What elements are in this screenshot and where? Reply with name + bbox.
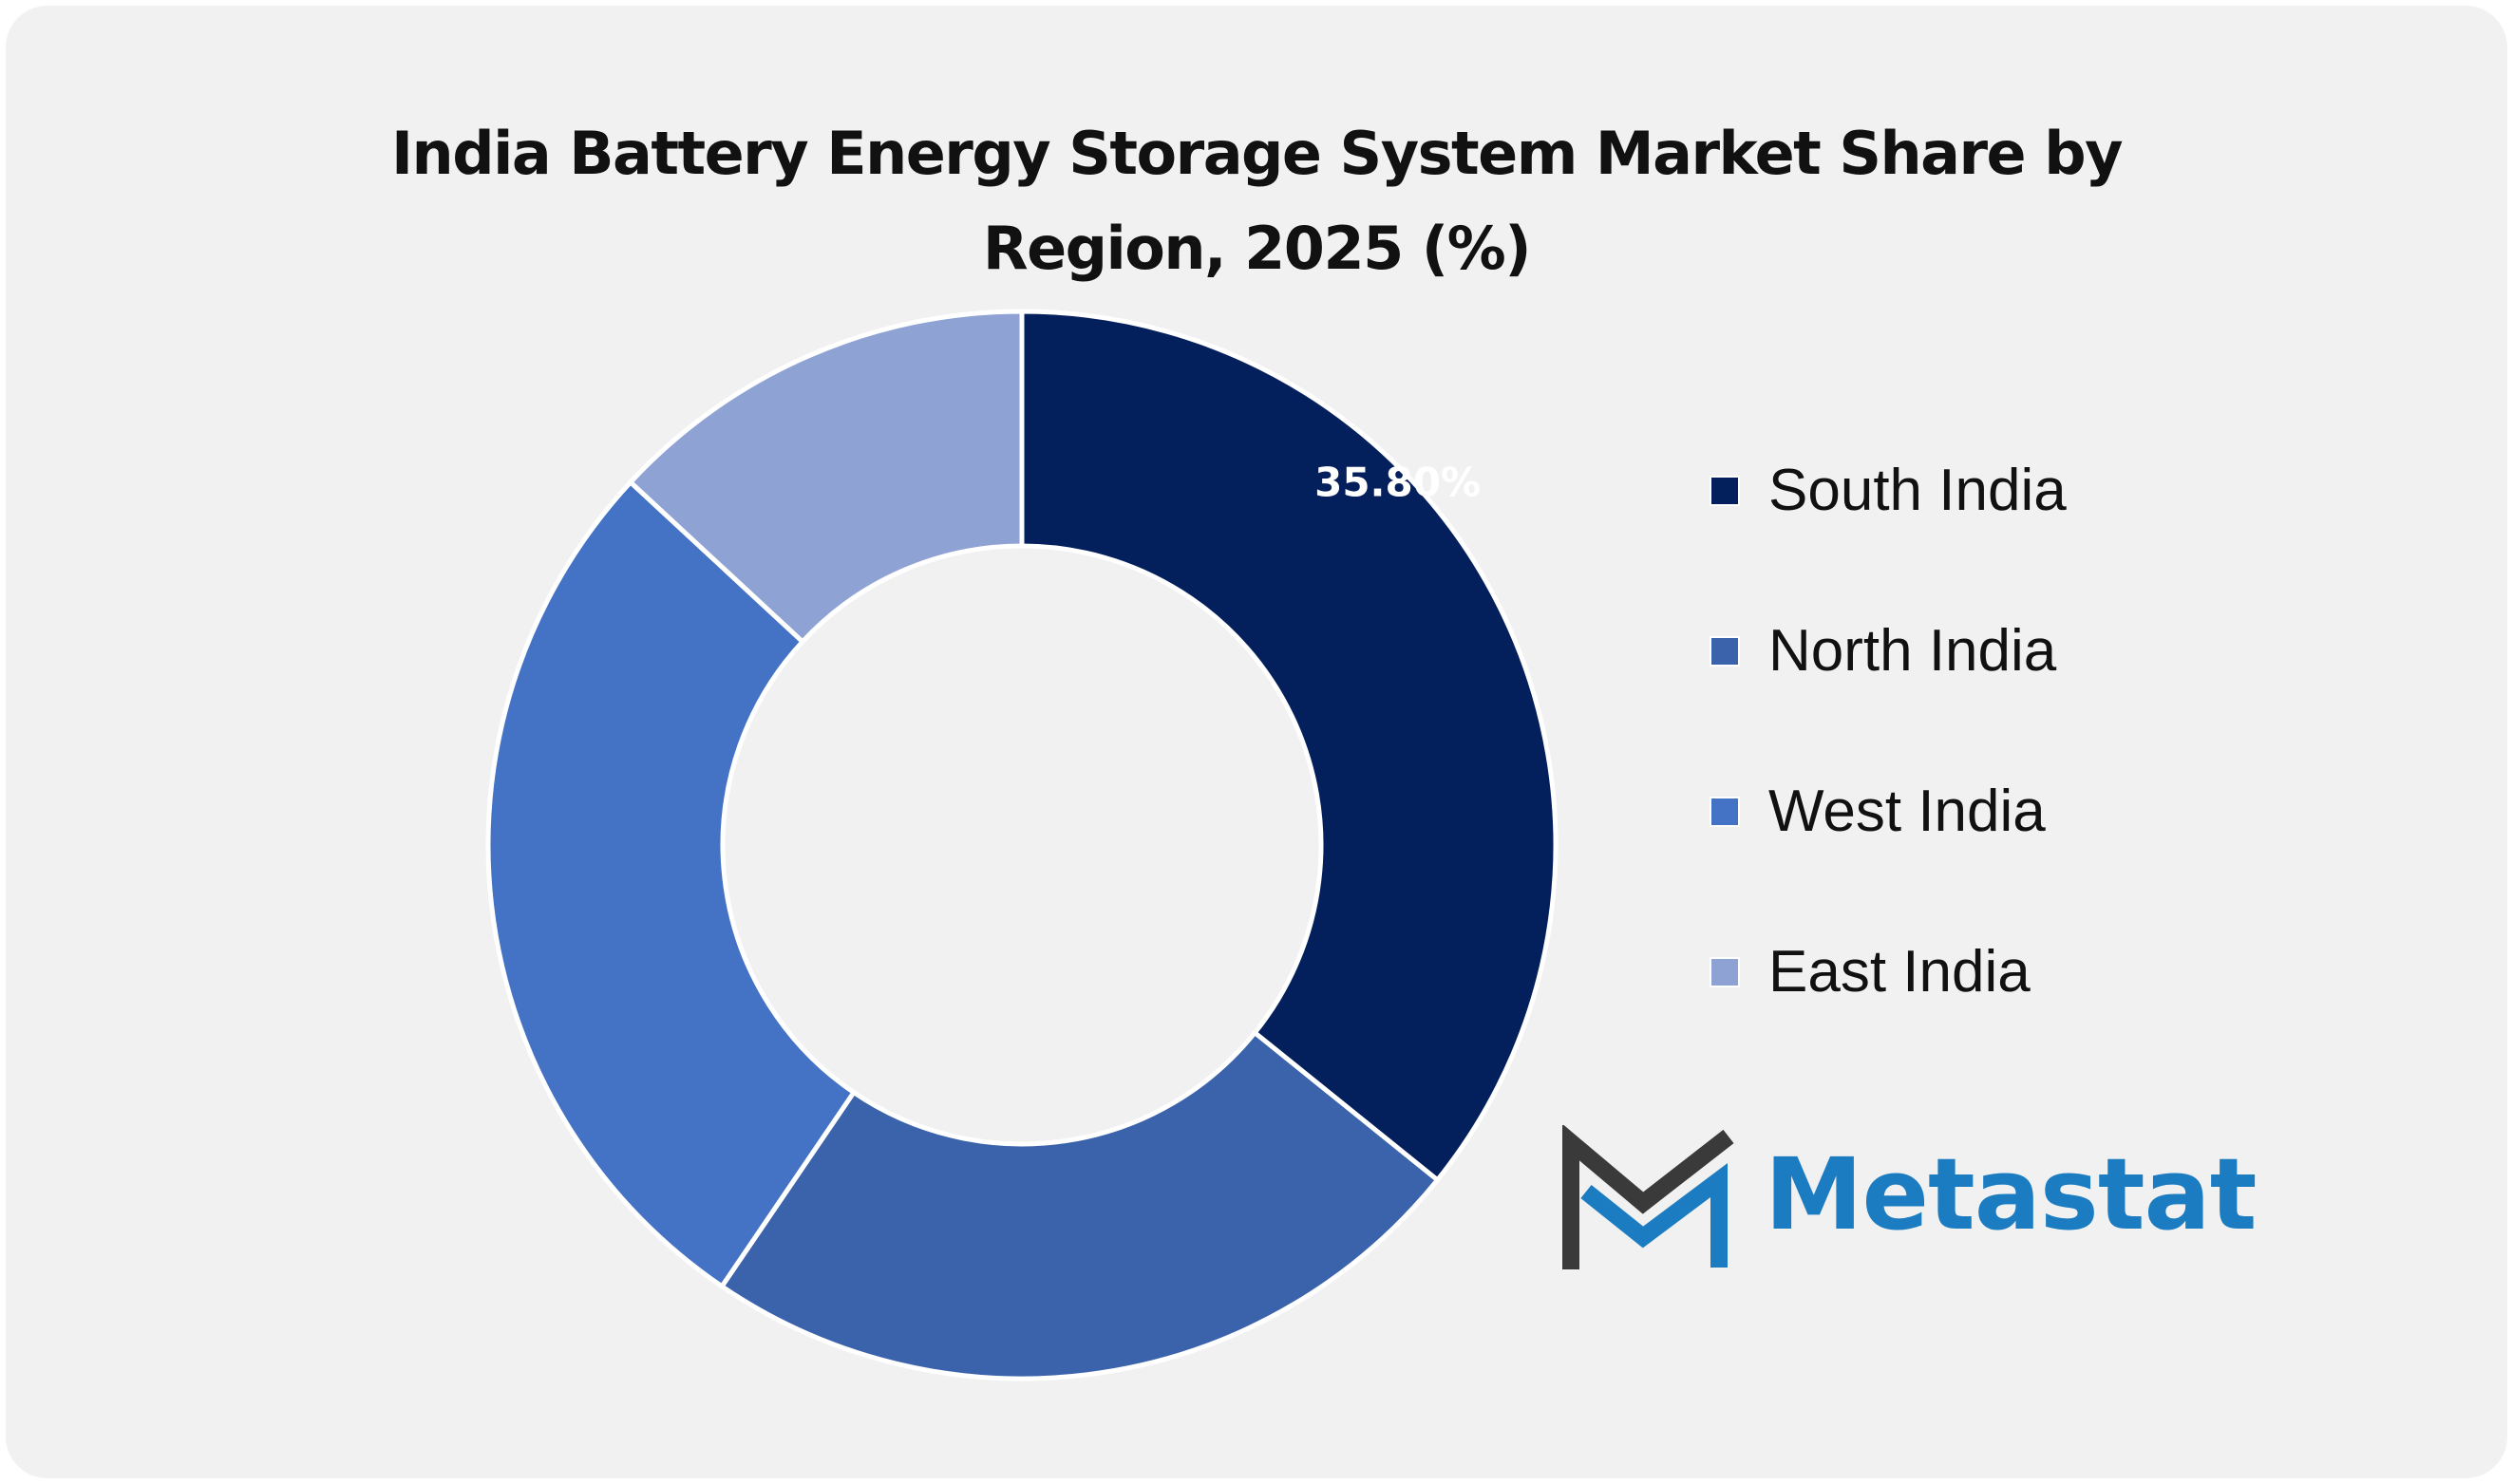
legend-label: East India xyxy=(1768,939,2031,1005)
metastat-mark-icon xyxy=(1562,1123,1734,1269)
donut-slice-west-india xyxy=(485,479,858,1290)
chart-title: India Battery Energy Storage System Mark… xyxy=(0,106,2513,296)
donut-slice-north-india xyxy=(718,1029,1442,1381)
chart-title-line-2: Region, 2025 (%) xyxy=(982,214,1532,283)
legend-swatch xyxy=(1710,797,1740,827)
legend-label: North India xyxy=(1768,618,2057,684)
data-label-south-india: 35.80% xyxy=(1314,459,1481,505)
logo-text: Metastat xyxy=(1765,1136,2257,1252)
legend-swatch xyxy=(1710,957,1740,987)
metastat-logo: Metastat xyxy=(1558,1123,2257,1282)
legend-label: West India xyxy=(1768,779,2046,844)
donut-slice-east-india xyxy=(627,309,1025,646)
legend-swatch xyxy=(1710,636,1740,667)
legend-swatch xyxy=(1710,476,1740,506)
donut-slices xyxy=(485,309,1559,1381)
donut-data-labels: 35.80% xyxy=(1314,459,1481,505)
donut-slice-south-india xyxy=(1019,309,1559,1184)
legend-label: South India xyxy=(1768,458,2067,523)
chart-title-line-1: India Battery Energy Storage System Mark… xyxy=(390,119,2124,188)
